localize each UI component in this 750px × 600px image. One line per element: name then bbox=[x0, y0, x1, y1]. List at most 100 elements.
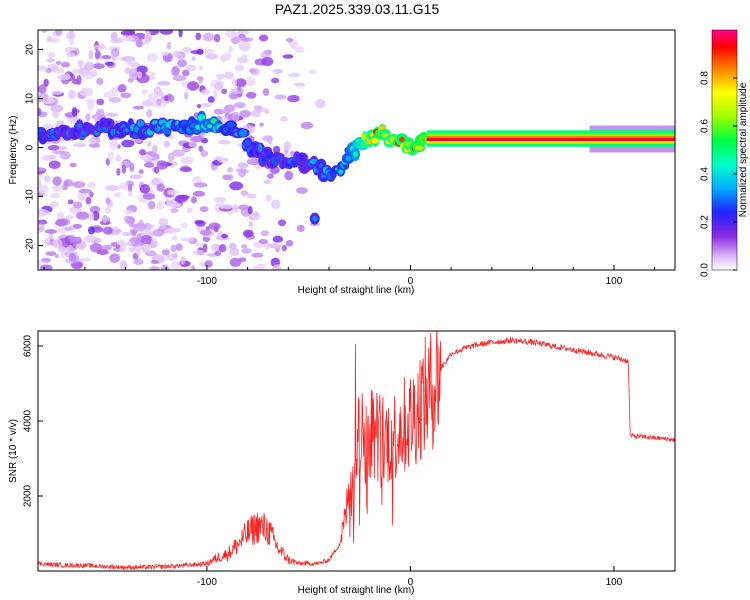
spectral-blob bbox=[115, 154, 122, 162]
spectral-blob bbox=[177, 59, 188, 68]
spectral-blob bbox=[283, 141, 292, 151]
spectral-blob bbox=[73, 201, 83, 209]
spectral-blob bbox=[147, 200, 156, 210]
spectral-blob bbox=[52, 176, 62, 186]
spectral-blob bbox=[65, 215, 74, 220]
spectral-blob bbox=[242, 229, 254, 238]
spectral-blob bbox=[167, 189, 181, 196]
spectral-blob bbox=[187, 81, 200, 91]
colorbar-tick-label: 0.0 bbox=[700, 263, 711, 277]
spectral-blob bbox=[285, 239, 294, 247]
spectral-blob bbox=[66, 52, 76, 58]
spectral-blob bbox=[191, 265, 196, 270]
spectral-blob bbox=[75, 255, 80, 263]
spectral-blob bbox=[88, 143, 101, 148]
colorbar-label: Normalized spectral amplitude bbox=[738, 82, 749, 217]
spectral-blob bbox=[85, 98, 96, 104]
spectral-blob bbox=[87, 211, 95, 222]
spectral-blob bbox=[109, 253, 121, 263]
spectral-blob bbox=[72, 181, 86, 189]
spectral-blob bbox=[128, 68, 137, 74]
spectral-blob bbox=[149, 266, 160, 270]
spectral-blob bbox=[88, 49, 94, 60]
ridge-core bbox=[414, 145, 424, 151]
spectral-blob bbox=[270, 77, 280, 84]
spectral-blob bbox=[123, 215, 129, 222]
spectral-blob bbox=[245, 91, 257, 99]
spectral-blob bbox=[38, 259, 42, 268]
spectral-blob bbox=[55, 60, 62, 65]
spectral-blob bbox=[63, 179, 74, 187]
colorbar-tick-label: 0.2 bbox=[700, 215, 711, 229]
spectral-blob bbox=[158, 90, 164, 97]
spectral-blob bbox=[38, 84, 47, 94]
spectral-blob bbox=[90, 70, 98, 77]
spectral-blob bbox=[241, 53, 248, 60]
ridge-core bbox=[106, 120, 111, 126]
top-y-tick-label: 10 bbox=[25, 93, 36, 105]
spectral-blob bbox=[262, 135, 274, 142]
spectral-blob bbox=[147, 92, 161, 100]
spectral-blob bbox=[108, 97, 122, 103]
spectral-blob bbox=[221, 233, 229, 239]
spectral-blob bbox=[158, 217, 169, 227]
spectral-blob bbox=[131, 230, 137, 237]
spectral-blob bbox=[248, 221, 254, 228]
spectral-blob bbox=[68, 89, 76, 100]
spectral-blob bbox=[137, 71, 143, 79]
bottom-x-tick-label: 0 bbox=[408, 577, 414, 588]
spectral-blob bbox=[87, 102, 95, 111]
spectral-blob bbox=[156, 183, 165, 192]
spectral-blob bbox=[234, 64, 244, 72]
spectral-blob bbox=[258, 238, 268, 245]
spectral-blob bbox=[104, 207, 112, 214]
spectral-blob bbox=[239, 37, 254, 42]
spectral-blob bbox=[237, 84, 242, 91]
spectral-blob bbox=[78, 188, 92, 194]
spectral-blob bbox=[202, 243, 208, 253]
spectral-blob bbox=[201, 102, 212, 108]
spectral-blob bbox=[261, 57, 274, 67]
spectral-blob bbox=[48, 51, 55, 60]
spectral-blob bbox=[52, 150, 66, 155]
spectrogram-frame bbox=[37, 29, 676, 271]
spectral-blob bbox=[38, 174, 44, 179]
spectral-blob bbox=[44, 229, 58, 234]
spectral-blob bbox=[250, 68, 260, 76]
spectral-blob bbox=[51, 90, 63, 95]
spectral-blob bbox=[38, 178, 42, 186]
spectral-blob bbox=[54, 254, 60, 259]
spectral-blob bbox=[96, 77, 104, 86]
bottom-y-tick-label: 2000 bbox=[23, 484, 34, 507]
spectral-blob bbox=[200, 150, 209, 158]
steady-band bbox=[426, 130, 675, 134]
spectral-blob bbox=[235, 168, 243, 173]
spectral-blob bbox=[138, 169, 144, 175]
spectral-blob bbox=[40, 264, 53, 270]
spectral-blob bbox=[89, 191, 94, 198]
spectral-blob bbox=[218, 139, 231, 145]
spectral-blob bbox=[167, 228, 182, 233]
spectral-blob bbox=[121, 231, 133, 237]
spectral-blob bbox=[150, 259, 159, 265]
spectral-blob bbox=[170, 244, 177, 252]
spectral-blob bbox=[262, 88, 270, 96]
spectral-blob bbox=[253, 105, 262, 111]
spectral-blob bbox=[146, 140, 152, 148]
spectral-blob bbox=[55, 30, 63, 36]
figure-title: PAZ1.2025.339.03.11.G15 bbox=[275, 1, 440, 17]
spectral-blob bbox=[64, 226, 73, 231]
spectral-blob bbox=[116, 167, 121, 176]
spectral-blob bbox=[102, 226, 113, 235]
steady-band bbox=[589, 138, 675, 142]
spectral-blob bbox=[139, 154, 152, 161]
spectral-blob bbox=[221, 88, 228, 95]
spectral-blob bbox=[143, 162, 155, 168]
spectral-blob bbox=[128, 190, 133, 197]
spectral-blob bbox=[281, 244, 287, 252]
spectral-blob bbox=[57, 74, 71, 81]
spectral-blob bbox=[172, 75, 187, 82]
spectral-blob bbox=[202, 32, 215, 42]
spectral-blob bbox=[226, 166, 234, 173]
